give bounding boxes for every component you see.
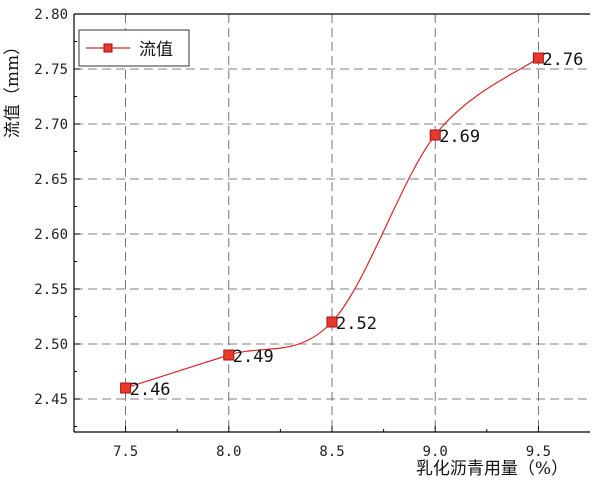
x-tick-label: 8.0 bbox=[216, 444, 241, 460]
x-axis-title: 乳化沥青用量（%） bbox=[416, 459, 568, 479]
series-line bbox=[125, 57, 539, 389]
y-axis-title: 流值（mm） bbox=[3, 38, 23, 138]
data-point-marker bbox=[326, 316, 338, 328]
data-point-marker bbox=[429, 129, 441, 141]
legend-marker-sample bbox=[103, 43, 113, 53]
y-tick-label: 2.65 bbox=[34, 172, 68, 188]
legend: 流值 bbox=[78, 29, 190, 67]
data-label: 2.69 bbox=[439, 127, 480, 147]
y-tick-label: 2.70 bbox=[34, 117, 68, 133]
x-tick-label: 9.5 bbox=[526, 444, 551, 460]
y-tick-label: 2.55 bbox=[34, 282, 68, 298]
data-labels: 2.46 2.49 2.52 2.69 2.76 bbox=[130, 50, 584, 400]
data-label: 2.49 bbox=[233, 347, 274, 367]
y-tick-label: 2.75 bbox=[34, 62, 68, 78]
data-point-marker bbox=[532, 52, 544, 64]
x-tick-label: 7.5 bbox=[113, 444, 138, 460]
y-tick-label: 2.50 bbox=[34, 337, 68, 353]
series-plot bbox=[120, 52, 544, 394]
data-label: 2.46 bbox=[130, 380, 171, 400]
data-label: 2.76 bbox=[542, 50, 583, 70]
tick-labels: 2.45 2.50 2.55 2.60 2.65 2.70 2.75 2.80 7.5 8.0 8.… bbox=[34, 7, 551, 460]
y-tick-label: 2.60 bbox=[34, 227, 68, 243]
data-label: 2.52 bbox=[336, 314, 377, 334]
data-point-marker bbox=[223, 349, 235, 361]
grid-lines bbox=[74, 14, 590, 432]
y-tick-label: 2.45 bbox=[34, 392, 68, 408]
legend-box bbox=[78, 29, 190, 67]
x-tick-label: 9.0 bbox=[423, 444, 448, 460]
axes bbox=[73, 13, 590, 433]
x-tick-label: 8.5 bbox=[319, 444, 344, 460]
legend-label: 流值 bbox=[139, 40, 173, 60]
y-tick-label: 2.80 bbox=[34, 7, 68, 23]
data-point-marker bbox=[120, 382, 132, 394]
